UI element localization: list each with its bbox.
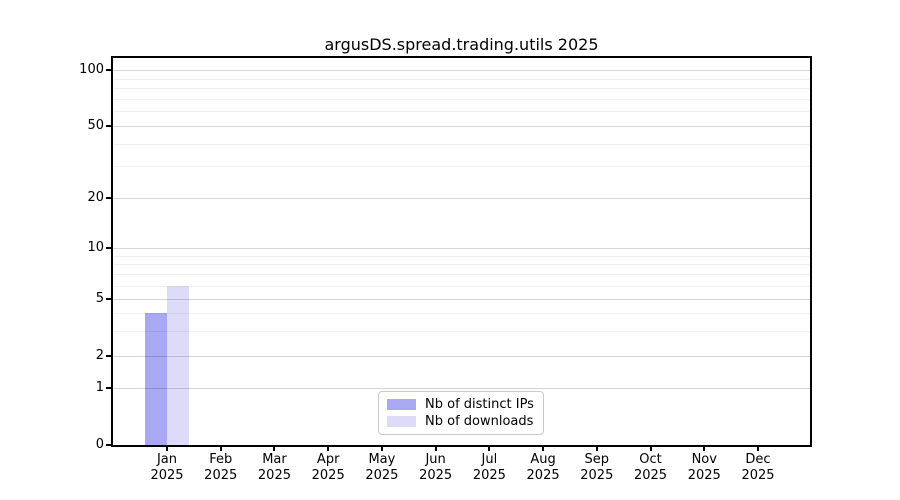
y-axis-tick — [106, 444, 111, 446]
x-axis-tick — [595, 447, 598, 451]
x-axis-tick — [757, 447, 759, 451]
x-axis-tick-label: Nov 2025 — [687, 452, 721, 483]
y-axis-tick-label: 2 — [95, 348, 104, 363]
x-axis-tick — [542, 447, 545, 451]
minor-gridline — [113, 78, 810, 80]
y-axis-tick-label: 10 — [87, 240, 104, 255]
legend: Nb of distinct IPs Nb of downloads — [378, 391, 544, 435]
distinct-ips-swatch-icon — [387, 398, 416, 410]
x-axis-tick — [219, 447, 222, 451]
x-axis-tick — [166, 447, 168, 451]
major-gridline — [113, 198, 810, 199]
x-axis-tick-label: Apr 2025 — [311, 452, 345, 483]
minor-gridline — [113, 111, 810, 113]
minor-gridline — [113, 255, 810, 257]
x-axis-tick-label: Oct 2025 — [633, 452, 668, 483]
major-gridline — [113, 299, 810, 300]
minor-gridline — [113, 285, 810, 287]
y-axis-tick-label: 5 — [95, 291, 104, 306]
y-axis-tick — [106, 197, 111, 199]
major-gridline — [113, 356, 810, 357]
y-axis-tick — [106, 125, 111, 127]
y-axis-tick — [106, 355, 111, 357]
bar-distinct-ips — [145, 312, 167, 445]
minor-gridline — [113, 264, 810, 266]
minor-gridline — [113, 98, 810, 100]
y-axis-tick-label: 1 — [95, 380, 104, 395]
x-axis-tick-label: Jan 2025 — [150, 452, 184, 483]
y-axis-tick-label: 100 — [79, 62, 104, 77]
y-axis-tick — [106, 298, 111, 300]
x-axis-tick — [327, 447, 330, 451]
x-axis-tick-label: Sep 2025 — [580, 452, 614, 483]
major-gridline — [113, 388, 810, 389]
x-axis-tick — [380, 447, 383, 451]
minor-gridline — [113, 312, 810, 314]
legend-label: Nb of distinct IPs — [425, 396, 534, 412]
downloads-swatch-icon — [387, 416, 416, 428]
x-axis-tick — [488, 447, 491, 451]
y-axis-tick — [106, 69, 111, 71]
minor-gridline — [113, 166, 810, 168]
bar-downloads — [167, 285, 189, 445]
major-gridline — [113, 248, 810, 249]
x-axis-tick-label: Aug 2025 — [526, 452, 560, 483]
minor-gridline — [113, 274, 810, 276]
chart-title: argusDS.spread.trading.utils 2025 — [324, 35, 599, 54]
legend-item-downloads: Nb of downloads — [387, 414, 535, 429]
x-axis-tick-label: Mar 2025 — [257, 452, 291, 483]
y-axis-tick — [106, 387, 111, 389]
x-axis-tick-label: Feb 2025 — [204, 452, 238, 483]
y-axis-tick-label: 20 — [87, 190, 104, 205]
legend-item-distinct-ips: Nb of distinct IPs — [387, 397, 535, 412]
legend-label: Nb of downloads — [425, 414, 534, 430]
major-gridline — [113, 126, 810, 127]
y-axis-tick-label: 0 — [95, 437, 104, 452]
x-axis-tick — [434, 447, 437, 451]
x-axis-tick — [703, 447, 706, 451]
x-axis-tick-label: Dec 2025 — [741, 452, 775, 483]
minor-gridline — [113, 143, 810, 145]
y-axis-tick — [106, 247, 111, 249]
x-axis-tick — [649, 447, 652, 451]
x-axis-tick-label: Jun 2025 — [419, 452, 453, 483]
minor-gridline — [113, 330, 810, 332]
x-axis-tick-label: Jul 2025 — [472, 452, 506, 483]
y-axis-tick-label: 50 — [87, 118, 104, 133]
major-gridline — [113, 70, 810, 71]
minor-gridline — [113, 88, 810, 90]
x-axis-tick — [273, 447, 276, 451]
x-axis-tick-label: May 2025 — [365, 452, 399, 483]
